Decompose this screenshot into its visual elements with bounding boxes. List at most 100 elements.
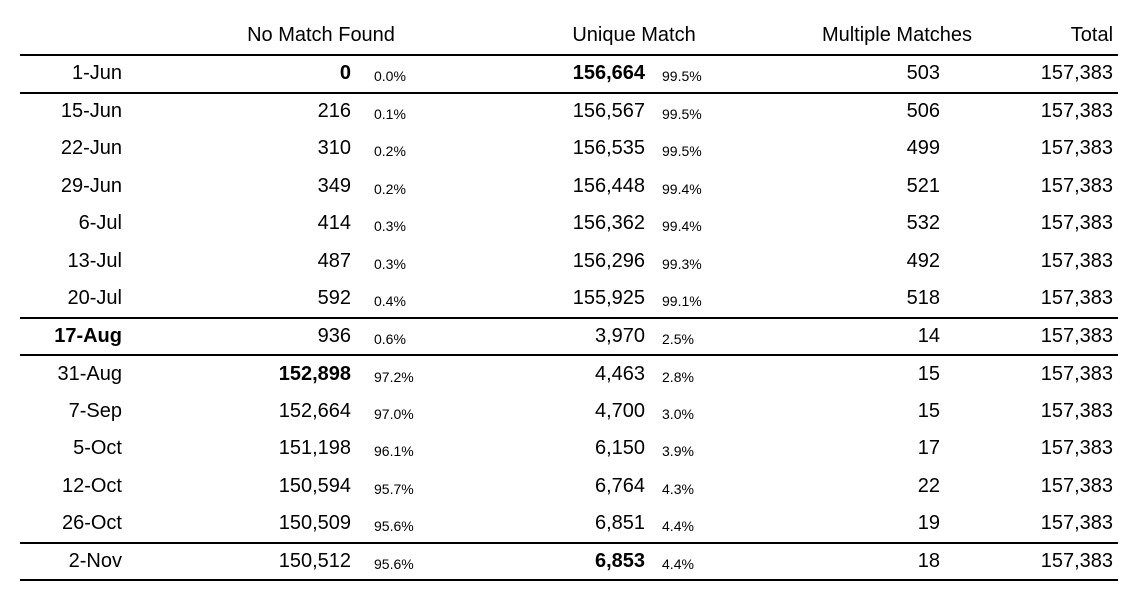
cell-no-match-count: 414 <box>317 212 351 235</box>
cell-no-match-count: 487 <box>317 249 351 272</box>
table-row: 5-Oct 151,198 96.1% 6,150 3.9% 17 157,38… <box>20 430 1118 468</box>
cell-multiple-matches: 15 <box>917 362 941 385</box>
cell-unique-count: 156,567 <box>572 100 646 123</box>
cell-unique-pct: 3.9% <box>662 443 694 460</box>
cell-date: 17-Aug <box>54 324 122 347</box>
cell-unique-count: 3,970 <box>594 324 646 347</box>
cell-multiple-matches: 492 <box>906 249 941 272</box>
cell-unique-count: 6,150 <box>594 437 646 460</box>
cell-unique-pct: 99.4% <box>662 218 702 235</box>
cell-no-match-pct: 0.3% <box>374 255 406 272</box>
cell-no-match-pct: 95.6% <box>374 517 414 534</box>
table-row: 12-Oct 150,594 95.7% 6,764 4.3% 22 157,3… <box>20 468 1118 506</box>
cell-total: 157,383 <box>1040 399 1114 422</box>
table-row: 1-Jun 0 0.0% 156,664 99.5% 503 157,383 <box>20 55 1119 93</box>
cell-no-match-pct: 0.6% <box>374 330 406 347</box>
cell-multiple-matches: 19 <box>917 511 941 534</box>
header-date-blank <box>20 0 135 55</box>
cell-total: 157,383 <box>1040 137 1114 160</box>
cell-unique-pct: 99.4% <box>662 180 702 197</box>
cell-total: 157,383 <box>1040 474 1114 497</box>
cell-no-match-count: 150,509 <box>278 511 351 534</box>
cell-total: 157,383 <box>1040 437 1114 460</box>
cell-unique-count: 6,851 <box>594 511 646 534</box>
cell-date: 7-Sep <box>68 399 122 422</box>
cell-total: 157,383 <box>1040 549 1114 572</box>
cell-total: 157,383 <box>1040 324 1114 347</box>
cell-no-match-count: 592 <box>317 286 351 309</box>
cell-unique-count: 6,764 <box>594 474 646 497</box>
table-row: 17-Aug 936 0.6% 3,970 2.5% 14 157,383 <box>20 318 1119 355</box>
cell-no-match-pct: 96.1% <box>374 443 414 460</box>
cell-no-match-pct: 0.2% <box>374 180 406 197</box>
cell-total: 157,383 <box>1040 362 1114 385</box>
cell-multiple-matches: 499 <box>906 137 941 160</box>
cell-unique-count: 156,448 <box>572 174 646 197</box>
cell-unique-pct: 99.1% <box>662 292 702 309</box>
cell-unique-count: 155,925 <box>572 286 646 309</box>
header-total: Total <box>1070 24 1114 46</box>
cell-multiple-matches: 18 <box>917 549 941 572</box>
cell-no-match-pct: 0.3% <box>374 218 406 235</box>
cell-multiple-matches: 14 <box>917 324 941 347</box>
cell-unique-pct: 99.3% <box>662 255 702 272</box>
table-row: 15-Jun 216 0.1% 156,567 99.5% 506 157,38… <box>20 93 1118 131</box>
table-row: 26-Oct 150,509 95.6% 6,851 4.4% 19 157,3… <box>20 505 1119 543</box>
cell-date: 1-Jun <box>71 62 122 85</box>
cell-no-match-pct: 95.7% <box>374 480 414 497</box>
cell-date: 31-Aug <box>57 362 123 385</box>
cell-total: 157,383 <box>1040 212 1114 235</box>
cell-no-match-count: 0 <box>339 62 351 85</box>
cell-total: 157,383 <box>1040 100 1114 123</box>
header-row: No Match Found Unique Match Multiple Mat… <box>20 0 1119 55</box>
cell-unique-count: 156,664 <box>572 62 646 85</box>
table-row: 2-Nov 150,512 95.6% 6,853 4.4% 18 157,38… <box>20 543 1119 580</box>
cell-date: 2-Nov <box>68 549 122 572</box>
cell-total: 157,383 <box>1040 174 1114 197</box>
cell-no-match-count: 150,512 <box>278 549 351 572</box>
cell-no-match-pct: 97.0% <box>374 405 414 422</box>
cell-unique-count: 6,853 <box>594 549 646 572</box>
table-row: 13-Jul 487 0.3% 156,296 99.3% 492 157,38… <box>20 243 1118 281</box>
cell-multiple-matches: 17 <box>917 437 941 460</box>
cell-no-match-count: 310 <box>317 137 351 160</box>
cell-date: 13-Jul <box>67 249 122 272</box>
cell-unique-pct: 99.5% <box>662 143 702 160</box>
cell-unique-pct: 2.8% <box>662 368 694 385</box>
cell-unique-count: 156,296 <box>572 249 646 272</box>
cell-no-match-pct: 0.1% <box>374 106 406 123</box>
cell-no-match-count: 150,594 <box>278 474 351 497</box>
cell-unique-count: 156,362 <box>572 212 646 235</box>
cell-unique-pct: 4.4% <box>662 555 694 572</box>
header-multiple-matches: Multiple Matches <box>821 24 973 46</box>
cell-no-match-count: 936 <box>317 324 351 347</box>
cell-no-match-pct: 0.2% <box>374 143 406 160</box>
cell-unique-pct: 4.3% <box>662 480 694 497</box>
cell-multiple-matches: 521 <box>906 174 941 197</box>
cell-date: 20-Jul <box>67 286 122 309</box>
cell-multiple-matches: 15 <box>917 399 941 422</box>
cell-no-match-count: 152,898 <box>278 362 351 385</box>
cell-multiple-matches: 532 <box>906 212 941 235</box>
cell-date: 22-Jun <box>60 137 122 160</box>
cell-unique-pct: 99.5% <box>662 106 702 123</box>
cell-date: 29-Jun <box>60 174 122 197</box>
cell-unique-count: 156,535 <box>572 137 646 160</box>
cell-date: 26-Oct <box>61 511 122 534</box>
cell-unique-pct: 3.0% <box>662 405 694 422</box>
cell-unique-count: 4,463 <box>594 362 646 385</box>
cell-total: 157,383 <box>1040 511 1114 534</box>
cell-no-match-count: 349 <box>317 174 351 197</box>
table-row: 22-Jun 310 0.2% 156,535 99.5% 499 157,38… <box>20 130 1118 168</box>
table-row: 7-Sep 152,664 97.0% 4,700 3.0% 15 157,38… <box>20 393 1118 431</box>
cell-multiple-matches: 503 <box>906 62 941 85</box>
cell-multiple-matches: 22 <box>917 474 941 497</box>
table-row: 29-Jun 349 0.2% 156,448 99.4% 521 157,38… <box>20 168 1118 206</box>
cell-multiple-matches: 506 <box>906 100 941 123</box>
cell-no-match-pct: 0.4% <box>374 292 406 309</box>
cell-no-match-count: 152,664 <box>278 399 351 422</box>
cell-no-match-count: 216 <box>317 100 351 123</box>
cell-no-match-pct: 97.2% <box>374 368 414 385</box>
match-results-table: No Match Found Unique Match Multiple Mat… <box>20 0 1119 581</box>
